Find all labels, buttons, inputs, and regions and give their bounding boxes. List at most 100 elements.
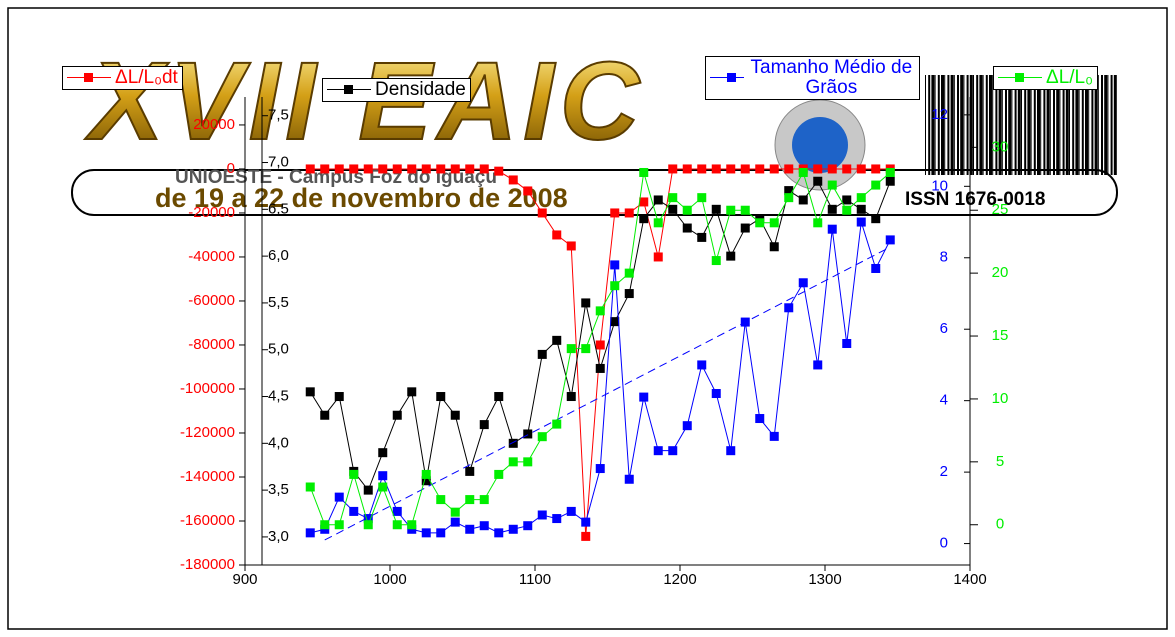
marker <box>769 242 779 252</box>
bar-stripe <box>966 75 969 175</box>
y-tick-label: 30 <box>992 138 1009 155</box>
legend-swatch <box>327 85 371 95</box>
marker <box>421 528 431 538</box>
y-tick-label: 0 <box>996 516 1004 533</box>
marker <box>566 392 576 402</box>
marker <box>523 429 533 439</box>
series-line <box>310 168 891 537</box>
marker <box>320 520 330 530</box>
bar-stripe <box>969 75 973 175</box>
marker <box>494 392 504 402</box>
marker <box>537 432 547 442</box>
bar-stripe <box>947 75 950 175</box>
marker <box>494 469 504 479</box>
y-tick-label: 2 <box>940 463 948 480</box>
bar-stripe <box>1027 75 1031 175</box>
marker <box>363 164 373 174</box>
marker <box>363 520 373 530</box>
y-tick-label: -160000 <box>180 512 235 529</box>
marker <box>842 205 852 215</box>
y-tick-label: 3,0 <box>268 528 289 545</box>
marker <box>436 392 446 402</box>
banner-subtitle: UNIOESTE - Campus Foz do Iguaçu <box>175 167 497 188</box>
marker <box>856 217 866 227</box>
marker <box>711 164 721 174</box>
bar-stripe <box>998 75 1002 175</box>
y-tick-label: -120000 <box>180 424 235 441</box>
marker <box>740 205 750 215</box>
marker <box>755 414 765 424</box>
bar-stripe <box>953 75 955 175</box>
y-tick-label: 6,5 <box>268 200 289 217</box>
frame <box>7 7 1168 630</box>
marker <box>813 218 823 228</box>
marker <box>711 204 721 214</box>
legend-label: ΔL/L₀dt <box>115 67 178 88</box>
bar-stripe <box>1053 75 1055 175</box>
bar-stripe <box>1008 75 1012 175</box>
marker <box>871 214 881 224</box>
y-tick-label: 6,0 <box>268 247 289 264</box>
marker <box>784 303 794 313</box>
y-tick-label: -40000 <box>188 248 235 265</box>
bar-stripe <box>1072 75 1075 175</box>
y-tick-label: 10 <box>931 177 948 194</box>
marker <box>827 224 837 234</box>
marker <box>552 230 562 240</box>
y-tick-label: -60000 <box>188 292 235 309</box>
bar-stripe <box>1030 75 1032 175</box>
marker <box>450 517 460 527</box>
marker <box>885 235 895 245</box>
y-tick-label: 4 <box>940 392 948 409</box>
marker <box>537 510 547 520</box>
bar-stripe <box>1088 75 1090 175</box>
x-tick-label: 900 <box>232 571 257 588</box>
marker <box>624 289 634 299</box>
bar-stripe <box>1014 75 1017 175</box>
bar-stripe <box>937 75 940 175</box>
marker <box>668 164 678 174</box>
bar-stripe <box>1001 75 1003 175</box>
marker <box>334 520 344 530</box>
marker <box>697 164 707 174</box>
bar-stripe <box>1113 75 1117 175</box>
marker <box>827 204 837 214</box>
marker <box>407 164 417 174</box>
bar-stripe <box>928 75 931 175</box>
y-tick-label: -100000 <box>180 380 235 397</box>
marker <box>479 164 489 174</box>
marker <box>436 164 446 174</box>
y-tick-label: 0 <box>227 160 235 177</box>
marker <box>856 164 866 174</box>
marker <box>537 208 547 218</box>
marker <box>726 164 736 174</box>
marker <box>465 495 475 505</box>
marker <box>581 531 591 541</box>
bar-stripe <box>1101 75 1103 175</box>
marker <box>755 218 765 228</box>
y-tick-label: 4,0 <box>268 434 289 451</box>
legend-item: Tamanho Médio de Grãos <box>705 56 920 100</box>
marker <box>421 469 431 479</box>
x-tick-label: 1400 <box>953 571 986 588</box>
marker <box>305 528 315 538</box>
bar-stripe <box>1078 75 1080 175</box>
marker <box>682 205 692 215</box>
bar-stripe <box>1040 75 1042 175</box>
marker <box>726 205 736 215</box>
marker <box>349 469 359 479</box>
bar-stripe <box>1110 75 1113 175</box>
marker <box>479 521 489 531</box>
bar-stripe <box>1081 75 1084 175</box>
legend-swatch <box>998 73 1042 83</box>
marker <box>697 232 707 242</box>
marker <box>610 317 620 327</box>
legend-label: ΔL/L₀ <box>1046 67 1093 88</box>
bar-stripe <box>1021 75 1022 175</box>
marker <box>682 421 692 431</box>
banner: XVII EAIC UNIOESTE - Campus Foz do Iguaç… <box>71 39 1118 216</box>
bar-stripe <box>985 75 988 175</box>
logo-inner <box>792 117 848 173</box>
marker <box>508 438 518 448</box>
marker <box>392 164 402 174</box>
